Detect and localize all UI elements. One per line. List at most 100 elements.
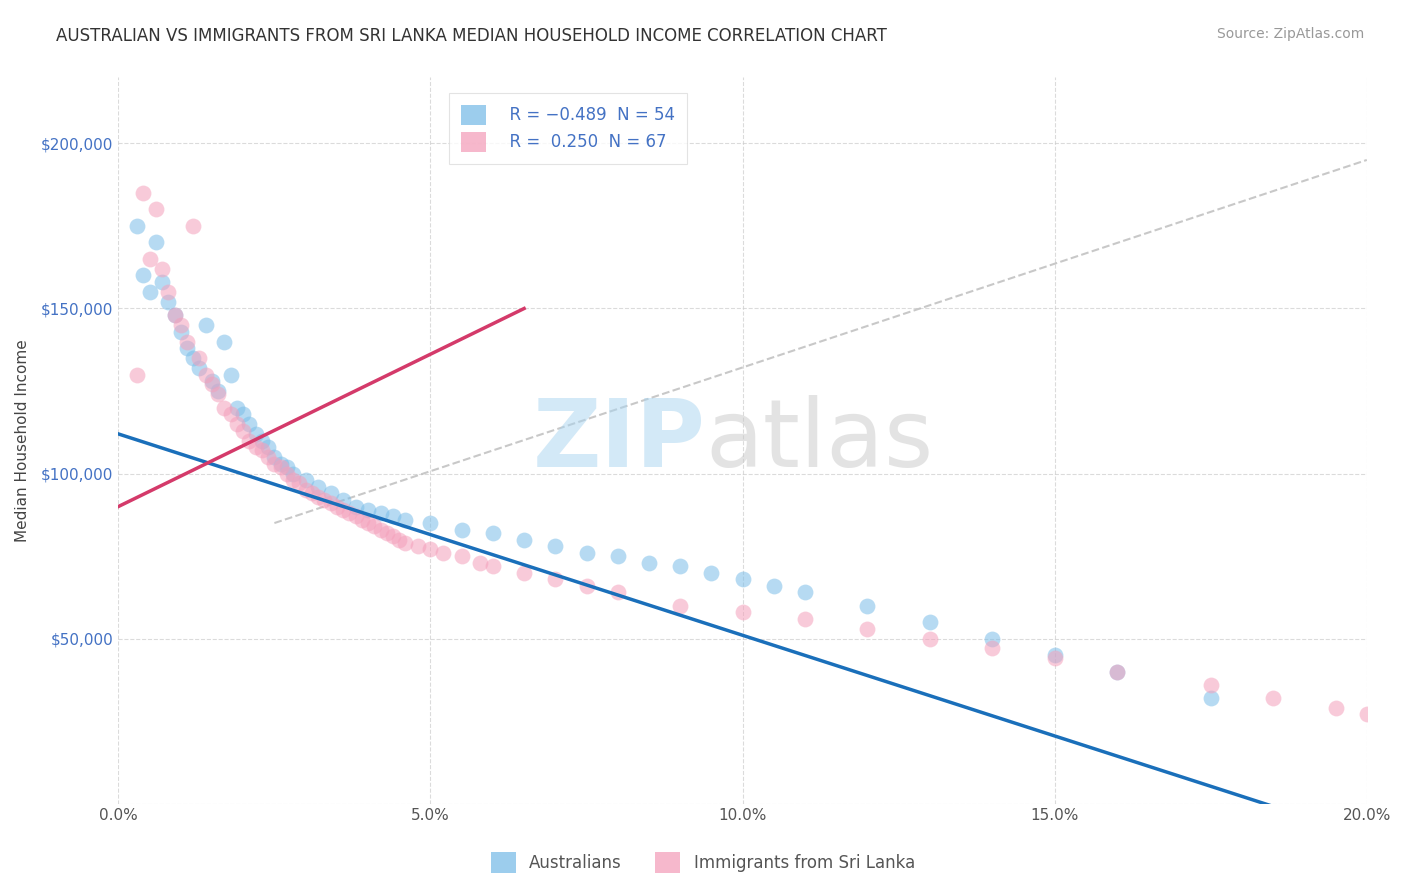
Point <box>181 351 204 365</box>
Point <box>263 450 285 464</box>
Point <box>382 509 405 524</box>
Point <box>918 615 941 629</box>
Point <box>606 585 628 599</box>
Point <box>125 219 148 233</box>
Text: Source: ZipAtlas.com: Source: ZipAtlas.com <box>1216 27 1364 41</box>
Point <box>1386 714 1406 728</box>
Point <box>226 417 249 431</box>
Point <box>319 486 342 500</box>
Point <box>170 325 193 339</box>
Point <box>544 539 567 553</box>
Point <box>176 341 198 355</box>
Point <box>419 516 441 530</box>
Point <box>281 467 304 481</box>
Point <box>794 612 817 626</box>
Point <box>332 492 354 507</box>
Point <box>257 450 280 464</box>
Point <box>382 529 405 543</box>
Point <box>257 440 280 454</box>
Point <box>238 417 260 431</box>
Point <box>219 407 242 421</box>
Point <box>1355 707 1378 722</box>
Point <box>157 294 180 309</box>
Point <box>181 219 204 233</box>
Point <box>1043 651 1066 665</box>
Point <box>357 516 380 530</box>
Point <box>294 483 316 497</box>
Point <box>226 401 249 415</box>
Point <box>981 641 1004 656</box>
Point <box>326 500 349 514</box>
Point <box>482 558 505 573</box>
Point <box>232 407 254 421</box>
Point <box>263 457 285 471</box>
Point <box>606 549 628 563</box>
Point <box>188 360 211 375</box>
Point <box>276 467 298 481</box>
Point <box>138 252 160 266</box>
Point <box>250 434 273 448</box>
Y-axis label: Median Household Income: Median Household Income <box>15 339 30 542</box>
Point <box>201 374 224 388</box>
Point <box>513 566 536 580</box>
Point <box>1107 665 1129 679</box>
Point <box>238 434 260 448</box>
Point <box>194 318 217 332</box>
Point <box>856 599 879 613</box>
Point <box>150 275 173 289</box>
Text: ZIP: ZIP <box>533 394 706 486</box>
Point <box>1199 678 1222 692</box>
Point <box>731 572 754 586</box>
Point <box>132 268 155 283</box>
Point <box>370 523 392 537</box>
Point <box>638 556 661 570</box>
Point <box>163 308 186 322</box>
Point <box>450 523 472 537</box>
Point <box>150 261 173 276</box>
Point <box>245 440 267 454</box>
Point <box>270 457 292 471</box>
Point <box>337 506 360 520</box>
Point <box>1199 691 1222 706</box>
Point <box>250 443 273 458</box>
Point <box>1263 691 1285 706</box>
Point <box>276 459 298 474</box>
Point <box>406 539 429 553</box>
Point <box>214 334 236 349</box>
Point <box>350 513 373 527</box>
Point <box>762 579 785 593</box>
Legend: Australians, Immigrants from Sri Lanka: Australians, Immigrants from Sri Lanka <box>484 846 922 880</box>
Point <box>700 566 723 580</box>
Point <box>575 546 598 560</box>
Point <box>201 377 224 392</box>
Point <box>419 542 441 557</box>
Point <box>307 490 329 504</box>
Point <box>1107 665 1129 679</box>
Point <box>270 459 292 474</box>
Point <box>513 533 536 547</box>
Point <box>219 368 242 382</box>
Point <box>1324 701 1347 715</box>
Point <box>294 473 316 487</box>
Text: atlas: atlas <box>706 394 934 486</box>
Point <box>170 318 193 332</box>
Point <box>432 546 454 560</box>
Point <box>132 186 155 200</box>
Point <box>319 496 342 510</box>
Point <box>357 503 380 517</box>
Point <box>856 622 879 636</box>
Point <box>301 486 323 500</box>
Point <box>207 384 229 398</box>
Point <box>981 632 1004 646</box>
Point <box>544 572 567 586</box>
Point <box>314 492 336 507</box>
Point <box>145 202 167 217</box>
Point <box>207 387 229 401</box>
Legend:   R = −0.489  N = 54,   R =  0.250  N = 67: R = −0.489 N = 54, R = 0.250 N = 67 <box>449 93 686 164</box>
Point <box>194 368 217 382</box>
Point <box>669 599 692 613</box>
Point <box>794 585 817 599</box>
Point <box>307 480 329 494</box>
Point <box>125 368 148 382</box>
Point <box>375 525 398 540</box>
